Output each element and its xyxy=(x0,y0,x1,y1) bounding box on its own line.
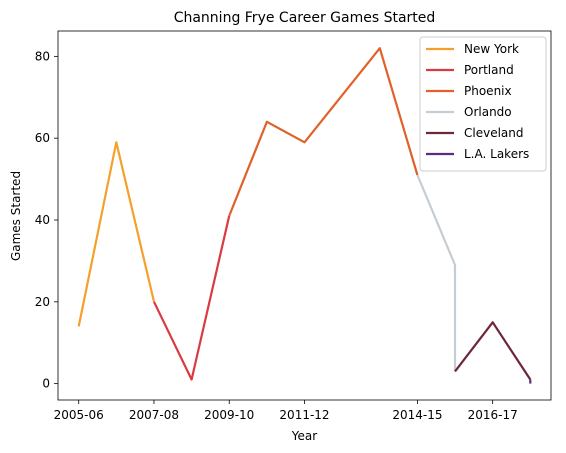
x-tick-label-4: 2014-15 xyxy=(392,408,442,422)
legend-label-2: Phoenix xyxy=(464,84,512,98)
legend-label-3: Orlando xyxy=(464,105,512,119)
y-axis-title: Games Started xyxy=(9,171,23,261)
x-tick-label-5: 2016-17 xyxy=(468,408,518,422)
legend-label-4: Cleveland xyxy=(464,126,524,140)
x-tick-label-0: 2005-06 xyxy=(54,408,104,422)
y-tick-label-1: 20 xyxy=(35,295,50,309)
legend-label-1: Portland xyxy=(464,63,514,77)
y-tick-label-4: 80 xyxy=(35,49,50,63)
legend-label-0: New York xyxy=(464,42,519,56)
series-line-1 xyxy=(153,215,231,381)
chart-title: Channing Frye Career Games Started xyxy=(174,10,436,26)
y-tick-label-2: 40 xyxy=(35,213,50,227)
series-line-3 xyxy=(416,174,457,372)
x-tick-label-2: 2009-10 xyxy=(204,408,254,422)
y-tick-label-3: 60 xyxy=(35,131,50,145)
x-tick-label-3: 2011-12 xyxy=(279,408,329,422)
series-line-2 xyxy=(228,47,419,217)
legend-label-5: L.A. Lakers xyxy=(464,147,529,161)
series-line-0 xyxy=(77,141,156,327)
x-tick-label-1: 2007-08 xyxy=(129,408,179,422)
y-tick-label-0: 0 xyxy=(42,377,50,391)
legend: New York Portland Phoenix Orlando Cleveland L… xyxy=(419,36,547,172)
x-axis-title: Year xyxy=(291,429,317,443)
plot-area: 0 20 40 60 80 2005-06 2007-08 2009-10 2011-12 201… xyxy=(35,30,552,422)
series-line-4 xyxy=(454,321,532,381)
